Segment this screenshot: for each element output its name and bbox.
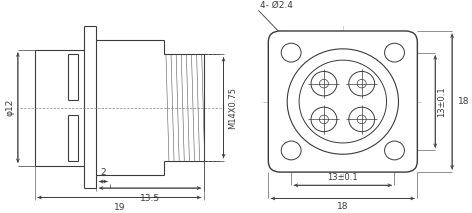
Text: 18: 18 bbox=[458, 97, 470, 106]
Text: 13±0.1: 13±0.1 bbox=[328, 173, 358, 183]
FancyBboxPatch shape bbox=[268, 31, 417, 172]
Text: φ12: φ12 bbox=[6, 99, 15, 116]
Text: 13±0.1: 13±0.1 bbox=[437, 86, 446, 117]
Text: 2: 2 bbox=[101, 168, 106, 177]
Text: M14X0.75: M14X0.75 bbox=[228, 87, 237, 129]
Text: 13.5: 13.5 bbox=[140, 194, 160, 203]
Text: 18: 18 bbox=[337, 202, 349, 211]
Text: 19: 19 bbox=[113, 203, 125, 212]
Text: 4- Ø2.4: 4- Ø2.4 bbox=[261, 0, 293, 9]
